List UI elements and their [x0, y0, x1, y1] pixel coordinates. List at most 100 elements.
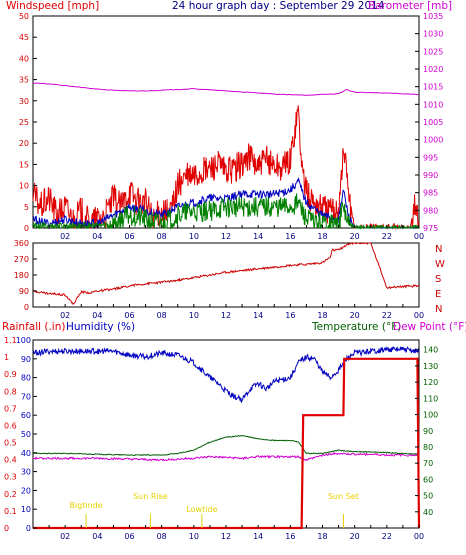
- p1-left-tick-6: 30: [19, 97, 29, 106]
- p3-temp-tick-4: 80: [423, 443, 433, 452]
- p3-temp-tick-0: 40: [423, 508, 433, 517]
- p3-x-label-8: 18: [317, 532, 327, 541]
- p3-rain-tick-7: 0.7: [4, 404, 17, 413]
- p2-compass-4: N: [435, 304, 442, 315]
- rain-series: [33, 357, 421, 530]
- p3-x-label-3: 08: [157, 532, 167, 541]
- p1-right-tick-10: 1025: [423, 47, 443, 56]
- p3-hum-tick-5: 50: [21, 430, 31, 439]
- p1-x-label-3: 08: [157, 232, 167, 241]
- p3-rain-tick-4: 0.4: [4, 456, 17, 465]
- p2-x-label-4: 10: [189, 311, 199, 320]
- p1-right-tick-7: 1010: [423, 100, 443, 109]
- p2-x-label-5: 12: [221, 311, 231, 320]
- p2-x-label-1: 04: [92, 311, 102, 320]
- p1-x-label-7: 16: [285, 232, 295, 241]
- p1-x-label-6: 14: [253, 232, 263, 241]
- p1-left-tick-4: 20: [19, 139, 29, 148]
- p1-left-tick-9: 45: [19, 33, 29, 42]
- dew-series: [32, 452, 420, 462]
- p1-x-label-1: 04: [92, 232, 102, 241]
- p3-temp-tick-10: 140: [423, 346, 438, 355]
- p3-hum-tick-7: 70: [21, 392, 31, 401]
- p3-rain-tick-6: 0.6: [4, 421, 17, 430]
- p2-x-label-7: 16: [285, 311, 295, 320]
- p1-left-tick-8: 40: [19, 54, 29, 63]
- p1-right-tick-1: 980: [423, 206, 438, 215]
- p3-rain-tick-5: 0.5: [4, 439, 17, 448]
- axes: 0510152025303540455097598098599099510001…: [4, 12, 445, 541]
- p3-temp-tick-1: 50: [423, 492, 433, 501]
- p3-rain-tick-3: 0.3: [4, 473, 17, 482]
- p1-left-tick-2: 10: [19, 182, 29, 191]
- p3-x-label-6: 14: [253, 532, 263, 541]
- p2-compass-1: W: [435, 259, 445, 270]
- p1-left-tick-7: 35: [19, 76, 29, 85]
- p3-hum-tick-4: 40: [21, 449, 31, 458]
- event-label-2: Lowtide: [186, 505, 217, 514]
- p3-x-label-9: 20: [350, 532, 360, 541]
- p3-hum-tick-6: 60: [21, 411, 31, 420]
- p2-x-label-3: 08: [157, 311, 167, 320]
- baro-axis-title: Barometer [mb]: [368, 0, 453, 12]
- wind-avg-series: [32, 193, 420, 230]
- p3-temp-tick-3: 70: [423, 459, 433, 468]
- temp-series: [32, 435, 420, 456]
- p1-x-label-4: 10: [189, 232, 199, 241]
- p1-right-tick-8: 1015: [423, 83, 443, 92]
- p1-x-label-0: 02: [60, 232, 70, 241]
- p2-x-label-8: 18: [317, 311, 327, 320]
- p1-x-label-5: 12: [221, 232, 231, 241]
- p3-temp-tick-6: 100: [423, 411, 438, 420]
- p3-hum-tick-10: 100: [16, 336, 31, 345]
- p3-rain-tick-11: 1.1: [4, 336, 17, 345]
- p1-left-tick-0: 0: [24, 224, 29, 233]
- dew-axis-title: Dew Point (°F): [393, 321, 466, 333]
- p2-compass-2: S: [435, 274, 441, 285]
- wind-axis-title: Windspeed [mph]: [6, 0, 100, 12]
- p3-x-label-4: 10: [189, 532, 199, 541]
- p1-left-tick-10: 50: [19, 12, 29, 21]
- p2-x-label-2: 06: [124, 311, 134, 320]
- p1-x-label-11: 00: [414, 232, 424, 241]
- p1-right-tick-11: 1030: [423, 30, 443, 39]
- panel-frames: [32, 15, 420, 529]
- p1-right-tick-4: 995: [423, 153, 438, 162]
- p2-x-label-6: 14: [253, 311, 263, 320]
- p3-x-label-10: 22: [382, 532, 392, 541]
- p3-x-label-1: 04: [92, 532, 102, 541]
- p1-right-tick-9: 1020: [423, 65, 443, 74]
- humidity-axis-title: Humidity (%): [66, 321, 136, 333]
- p1-x-label-9: 20: [350, 232, 360, 241]
- p2-left-tick-2: 180: [14, 271, 29, 280]
- p1-x-label-2: 06: [124, 232, 134, 241]
- p3-x-label-2: 06: [124, 532, 134, 541]
- p3-x-label-7: 16: [285, 532, 295, 541]
- p1-left-tick-1: 5: [24, 203, 29, 212]
- p2-x-label-9: 20: [350, 311, 360, 320]
- p1-x-label-10: 22: [382, 232, 392, 241]
- p3-hum-tick-2: 20: [21, 486, 31, 495]
- temp-axis-title: Temperature (°F): [312, 321, 402, 333]
- p2-left-tick-3: 270: [14, 255, 29, 264]
- p3-temp-tick-9: 130: [423, 362, 438, 371]
- p3-rain-tick-9: 0.9: [4, 370, 17, 379]
- p2-compass-0: N: [435, 244, 442, 255]
- p2-left-tick-0: 0: [24, 303, 29, 312]
- humidity-series: [32, 345, 420, 403]
- p3-hum-tick-9: 90: [21, 355, 31, 364]
- p3-hum-tick-8: 80: [21, 374, 31, 383]
- p3-temp-tick-8: 120: [423, 378, 438, 387]
- rain-axis-title: Rainfall (.in): [2, 321, 66, 333]
- p3-rain-tick-2: 0.2: [4, 490, 17, 499]
- p3-temp-tick-2: 60: [423, 475, 433, 484]
- p3-rain-tick-0: 0: [4, 524, 9, 533]
- p1-left-tick-3: 15: [19, 160, 29, 169]
- p1-left-tick-5: 25: [19, 118, 29, 127]
- direction-series: [32, 242, 420, 306]
- p3-x-label-0: 02: [60, 532, 70, 541]
- panel2-frame: [32, 242, 420, 308]
- event-label-3: Sun Set: [328, 492, 359, 501]
- p3-temp-tick-5: 90: [423, 427, 433, 436]
- p3-temp-tick-7: 110: [423, 394, 438, 403]
